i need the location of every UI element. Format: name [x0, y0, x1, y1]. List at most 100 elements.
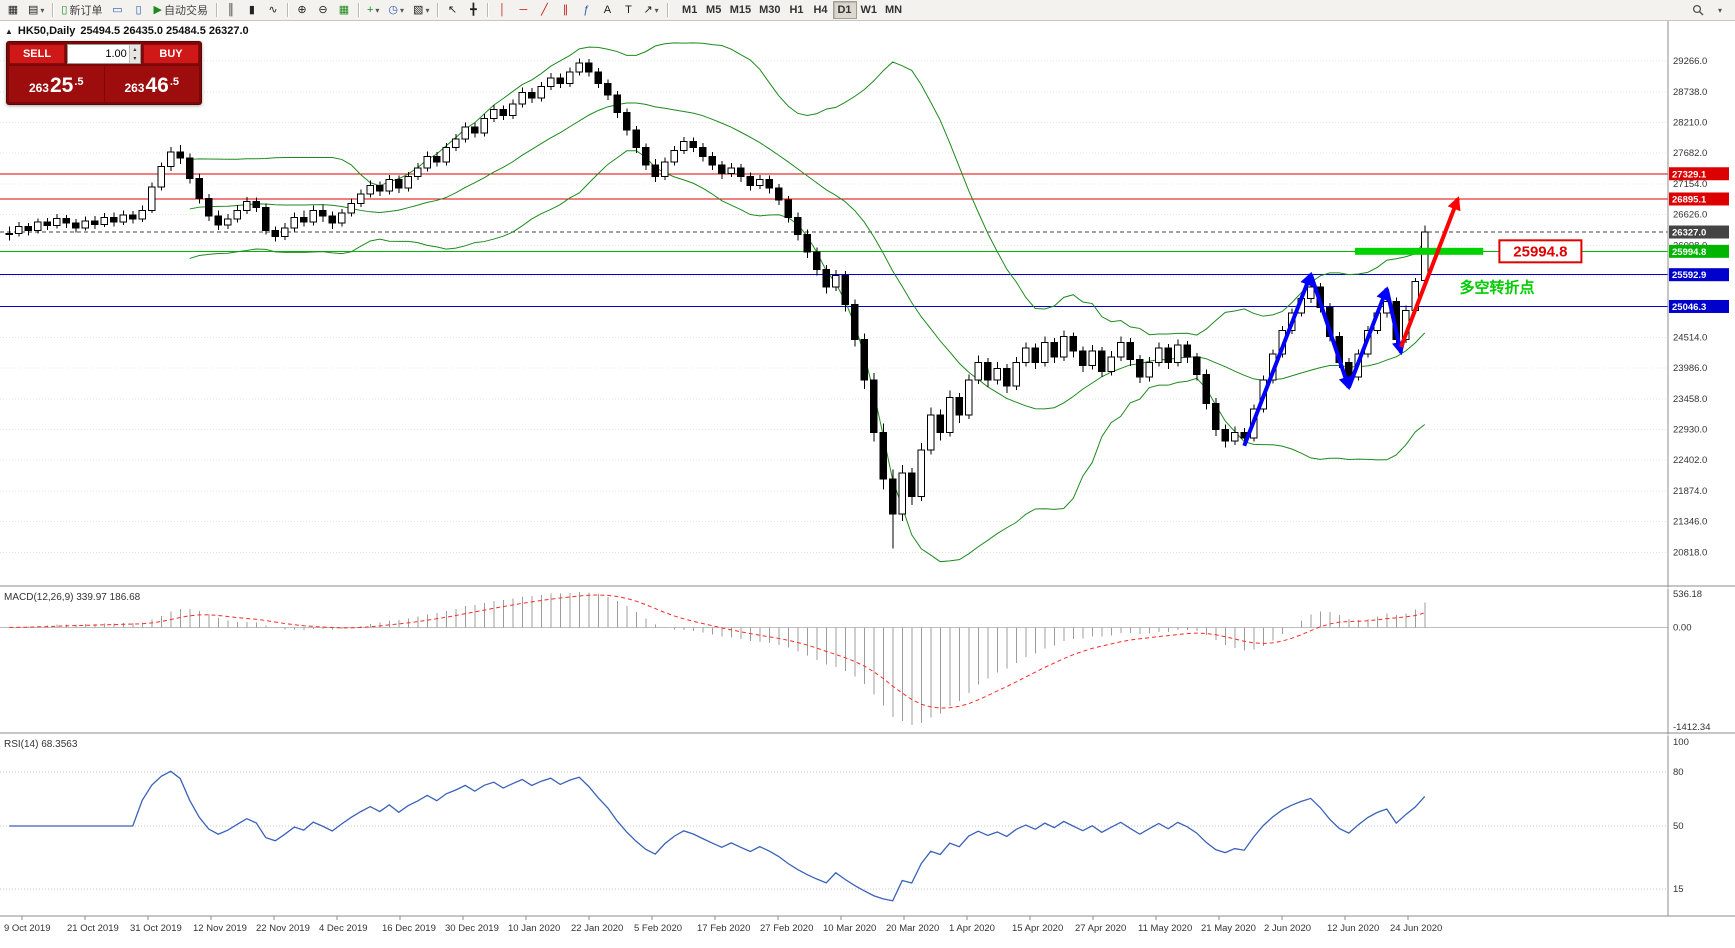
ask-price-frac: .5 — [169, 76, 180, 88]
horizontal-line-icon: ─ — [519, 3, 528, 16]
timeframe-h1-button[interactable]: H1 — [785, 1, 809, 19]
svg-text:26626.0: 26626.0 — [1673, 210, 1707, 221]
trendline-icon: ╱ — [541, 3, 548, 16]
projection-red-arrow[interactable] — [1399, 196, 1461, 348]
zoom-in-button[interactable]: ⊕ — [292, 1, 312, 19]
indicators-button[interactable]: + ▾ — [363, 1, 383, 19]
svg-text:22930.0: 22930.0 — [1673, 425, 1707, 436]
chart-title: HK50,Daily — [17, 25, 76, 37]
svg-text:-1412.34: -1412.34 — [1673, 722, 1711, 733]
candlestick-chart-button[interactable]: ▮ — [242, 1, 262, 19]
sell-button[interactable]: SELL — [9, 44, 65, 64]
svg-text:15 Apr 2020: 15 Apr 2020 — [1012, 923, 1063, 934]
new-order-icon: ▯ — [61, 3, 68, 16]
timeframe-m30-button[interactable]: M30 — [755, 1, 784, 19]
fibonacci-tool-button[interactable]: ƒ — [576, 1, 596, 19]
zigzag-arrow-segment[interactable] — [1384, 288, 1406, 356]
svg-text:23458.0: 23458.0 — [1673, 394, 1707, 405]
chevron-down-icon: ▾ — [400, 5, 405, 15]
autotrading-label: 自动交易 — [163, 5, 208, 17]
ask-price-pips: 46 — [145, 74, 169, 97]
line-chart-button[interactable]: ∿ — [263, 1, 283, 19]
svg-text:12 Nov 2019: 12 Nov 2019 — [193, 923, 247, 934]
timeframe-w1-button[interactable]: W1 — [857, 1, 882, 19]
crosshair-icon: ╋ — [470, 3, 477, 16]
vertical-line-tool-button[interactable]: │ — [492, 1, 512, 19]
zigzag-arrow-segment[interactable] — [1242, 271, 1314, 447]
chevron-down-icon: ▾ — [425, 5, 430, 15]
arrows-tool-button[interactable]: ↗ ▾ — [639, 1, 662, 19]
chart-window-button[interactable]: ▭ — [107, 1, 127, 19]
tile-windows-button[interactable]: ▦ — [334, 1, 354, 19]
svg-text:2 Jun 2020: 2 Jun 2020 — [1264, 923, 1311, 934]
text-tool-icon: A — [603, 3, 612, 16]
zigzag-arrow-segment[interactable] — [1346, 286, 1390, 389]
zoom-out-button[interactable]: ⊖ — [313, 1, 333, 19]
chart-window-icon: ▭ — [112, 3, 123, 16]
bollinger-middle[interactable] — [189, 102, 1426, 410]
timeframe-m1-button[interactable]: M1 — [678, 1, 702, 19]
svg-text:11 May 2020: 11 May 2020 — [1138, 923, 1192, 934]
macd-signal-line[interactable] — [9, 594, 1425, 709]
new-chart-button[interactable]: ▦ — [3, 1, 23, 19]
timeframe-mn-button[interactable]: MN — [881, 1, 906, 19]
crosshair-tool-button[interactable]: ╋ — [463, 1, 483, 19]
chart-window: 25994.8 多空转折点 MACD(12,26,9) 339.97 186.68 R… — [0, 21, 1735, 948]
support-highlight-band[interactable] — [1355, 247, 1484, 255]
chevron-down-icon: ▾ — [1717, 5, 1722, 15]
periods-button[interactable]: ◷ ▾ — [384, 1, 408, 19]
bar-chart-icon: ║ — [227, 3, 235, 16]
ask-price[interactable]: 263 46.5 — [104, 66, 199, 102]
toolbar-separator — [666, 3, 668, 17]
time-axis[interactable]: 9 Oct 2019 21 Oct 2019 31 Oct 2019 12 Nov 2… — [4, 916, 1442, 934]
trendline-tool-button[interactable]: ╱ — [534, 1, 554, 19]
timeframe-m15-button[interactable]: M15 — [726, 1, 755, 19]
toolbar-right-group: ▾ — [1688, 1, 1732, 19]
text-tool-button[interactable]: A — [597, 1, 617, 19]
price-axis[interactable]: 29266.0 28738.0 28210.0 27682.0 27154.0 26626… — [1669, 56, 1729, 558]
horizontal-line-tool-button[interactable]: ─ — [513, 1, 533, 19]
zoom-out-icon: ⊖ — [318, 3, 328, 16]
add-indicator-icon: + — [366, 3, 374, 16]
new-order-button[interactable]: ▯ 新订单 — [57, 1, 106, 19]
svg-text:80: 80 — [1673, 767, 1684, 778]
bid-price-prefix: 263 — [28, 81, 49, 95]
chart-header: ▲ HK50,Daily 25494.5 26435.0 25484.5 263… — [5, 25, 249, 37]
new-order-label: 新订单 — [69, 5, 103, 17]
chart-window2-button[interactable]: ▯ — [128, 1, 148, 19]
rsi-line[interactable] — [9, 770, 1426, 902]
turning-point-label[interactable]: 多空转折点 — [1460, 278, 1535, 296]
volume-input[interactable] — [68, 45, 129, 63]
autotrading-button[interactable]: ▶ 自动交易 — [149, 1, 211, 19]
zigzag-arrow-segment[interactable] — [1308, 273, 1352, 391]
cursor-tool-button[interactable]: ↖ — [442, 1, 462, 19]
toolbar-separator — [215, 3, 217, 17]
price-marker-26327.0 — [1669, 225, 1729, 239]
svg-text:28210.0: 28210.0 — [1673, 118, 1707, 129]
one-click-toggle-icon[interactable]: ▲ — [5, 26, 13, 36]
timeframe-m5-button[interactable]: M5 — [702, 1, 726, 19]
rsi-label: RSI(14) 68.3563 — [4, 739, 78, 750]
toolbar-separator — [52, 3, 54, 17]
buy-button[interactable]: BUY — [143, 44, 199, 64]
svg-text:27 Feb 2020: 27 Feb 2020 — [760, 923, 813, 934]
bar-chart-button[interactable]: ║ — [221, 1, 241, 19]
price-chart[interactable]: 25994.8 多空转折点 MACD(12,26,9) 339.97 186.68 R… — [0, 21, 1735, 948]
svg-text:27329.1: 27329.1 — [1672, 169, 1707, 180]
channel-icon: ∥ — [562, 3, 569, 16]
volume-down-button[interactable]: ▾ — [129, 54, 140, 63]
text-label-tool-button[interactable]: T — [618, 1, 638, 19]
timeframe-h4-button[interactable]: H4 — [809, 1, 833, 19]
svg-text:25994.8: 25994.8 — [1672, 247, 1706, 258]
channel-tool-button[interactable]: ∥ — [555, 1, 575, 19]
timeframe-d1-button[interactable]: D1 — [832, 1, 857, 19]
volume-up-button[interactable]: ▴ — [129, 45, 140, 54]
search-button[interactable] — [1688, 1, 1708, 19]
templates-button[interactable]: ▧ ▾ — [409, 1, 433, 19]
arrow-tool-icon: ↗ — [643, 3, 653, 16]
toolbar-more-button[interactable]: ▾ — [1710, 1, 1730, 19]
macd-label: MACD(12,26,9) 339.97 186.68 — [4, 592, 141, 603]
support-price-label-box[interactable] — [1498, 239, 1583, 264]
bid-price[interactable]: 263 25.5 — [9, 66, 104, 102]
profiles-button[interactable]: ▤ ▾ — [24, 1, 48, 19]
